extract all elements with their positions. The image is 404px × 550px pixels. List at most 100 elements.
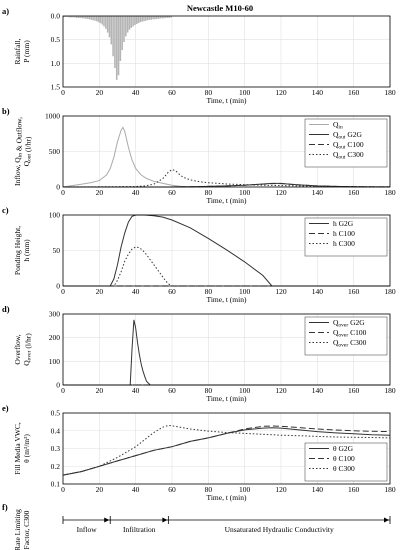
x-tick-label: 40 [132, 287, 140, 296]
y-tick-label: 0.5 [51, 409, 61, 418]
x-axis-label: Time, t (min) [207, 493, 247, 502]
panel-label: e) [2, 403, 9, 413]
rain-bar [112, 16, 114, 57]
svg-text:θ (m³/m³): θ (m³/m³) [22, 434, 31, 463]
x-axis-label: Time, t (min) [207, 96, 247, 105]
rain-bar [152, 16, 154, 20]
series-line-0 [63, 214, 390, 287]
rain-bar [70, 16, 73, 18]
y-tick-label: 500 [49, 147, 61, 156]
rain-bar [90, 16, 93, 20]
x-tick-label: 140 [312, 485, 324, 494]
x-axis-label: Time, t (min) [207, 295, 247, 304]
series-line-1 [62, 425, 391, 476]
panel-label: a) [2, 6, 9, 16]
x-tick-label: 80 [205, 88, 213, 97]
panel-label: b) [2, 106, 10, 116]
series-line-3 [62, 169, 391, 188]
rain-bar [114, 16, 116, 69]
series-line-2 [62, 424, 391, 476]
y-tick-label: 100 [49, 357, 61, 366]
y-tick-label: 200 [49, 333, 61, 342]
series-line-0 [62, 126, 191, 188]
y-tick-label: 0.4 [51, 426, 61, 435]
legend-entry: θ C300 [333, 464, 355, 473]
rain-bar [65, 16, 67, 17]
x-tick-label: 80 [205, 287, 213, 296]
panel-d: 0 20 40 60 80 100 120 140 160 180 0 100 200 300 Qover … [2, 304, 396, 403]
chart-panels: 0 20 40 60 80 100 120 140 160 180 0.0 0.5 1.0 1.5 a) Ti… [2, 6, 396, 550]
svg-text:Inflow, Qin & Outflow,: Inflow, Qin & Outflow, [13, 117, 24, 186]
rain-bar [72, 16, 74, 18]
legend-entry: Qover C300 [333, 338, 367, 349]
x-tick-label: 60 [168, 485, 176, 494]
x-tick-label: 140 [312, 188, 324, 197]
rain-bar [106, 16, 109, 33]
figure-title: Newcastle M10-60 [187, 3, 253, 13]
x-tick-label: 40 [132, 188, 140, 197]
rain-bar [132, 16, 134, 27]
y-axis-label: Ponding Height, h (mm) [13, 226, 31, 275]
rain-bar [110, 16, 113, 45]
rain-bar [94, 16, 96, 21]
y-tick-label: 0.1 [51, 480, 61, 489]
rain-bar [134, 16, 136, 25]
rain-bar [101, 16, 103, 25]
series-line-0 [63, 319, 390, 386]
x-tick-label: 160 [348, 188, 360, 197]
x-tick-label: 60 [168, 386, 176, 395]
x-tick-label: 60 [168, 88, 176, 97]
x-tick-label: 140 [312, 88, 324, 97]
rain-bar [128, 16, 131, 30]
x-tick-label: 0 [61, 485, 65, 494]
y-tick-label: 0.0 [51, 12, 61, 21]
x-tick-label: 120 [275, 287, 287, 296]
rain-bar [161, 16, 163, 19]
x-tick-label: 0 [61, 188, 65, 197]
y-tick-label: 1.5 [51, 83, 61, 92]
rain-bar [77, 16, 80, 18]
y-tick-label: 1.0 [51, 59, 61, 68]
x-tick-label: 40 [132, 386, 140, 395]
y-axis-label: Rainfall, P (mm) [13, 38, 31, 64]
rain-bar [157, 16, 160, 19]
segment-label: Unsaturated Hydraulic Conductivity [225, 525, 334, 534]
x-tick-label: 0 [61, 287, 65, 296]
rain-bar [165, 16, 167, 18]
legend-box [304, 316, 388, 356]
rain-bar [75, 16, 78, 18]
rain-bar [155, 16, 158, 19]
plot-frame [62, 214, 391, 287]
x-tick-label: 140 [312, 287, 324, 296]
legend-entry: Qin [333, 120, 343, 131]
y-tick-label: 0 [56, 282, 60, 291]
legend-entry: h G2G [333, 219, 354, 228]
segment-arrow [104, 517, 110, 523]
y-tick-label: 0.3 [51, 444, 61, 453]
rain-bar [141, 16, 143, 22]
svg-text:Factor, C300: Factor, C300 [22, 510, 31, 549]
legend-box [304, 118, 388, 168]
plot-frame [62, 412, 391, 485]
x-tick-label: 20 [96, 386, 104, 395]
x-tick-label: 120 [275, 188, 287, 197]
legend-entry: Qout G2G [333, 130, 362, 141]
legend-entry: Qout C300 [333, 150, 364, 161]
rain-bar [86, 16, 89, 19]
rain-bar [148, 16, 151, 20]
svg-text:Rainfall,: Rainfall, [13, 38, 22, 64]
legend-box [304, 442, 388, 482]
rain-bar [143, 16, 145, 22]
rain-bar [108, 16, 111, 38]
x-axis-label: Time, t (min) [207, 394, 247, 403]
rain-bar [163, 16, 165, 19]
svg-text:Fill Media VWC,: Fill Media VWC, [13, 422, 22, 475]
legend-entry: h C100 [333, 229, 355, 238]
rain-bar [130, 16, 133, 28]
legend-entry: θ G2G [333, 444, 354, 453]
panel-label: f) [2, 502, 8, 512]
x-tick-label: 0 [61, 386, 65, 395]
